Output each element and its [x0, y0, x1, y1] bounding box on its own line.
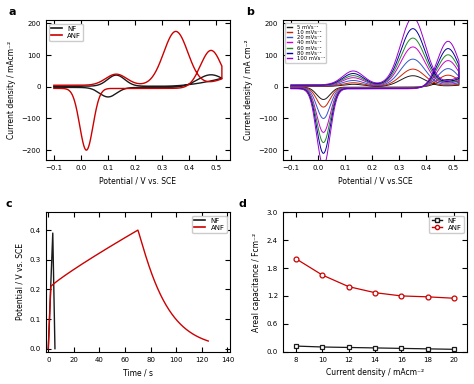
Legend: NF, ANF: NF, ANF — [429, 216, 464, 233]
X-axis label: Time / s: Time / s — [123, 368, 153, 377]
Y-axis label: Potential / V vs. SCE: Potential / V vs. SCE — [15, 243, 24, 321]
Y-axis label: Areal capacitance / Fcm⁻²: Areal capacitance / Fcm⁻² — [252, 232, 261, 331]
Text: d: d — [238, 199, 246, 209]
X-axis label: Potential / V vs. SCE: Potential / V vs. SCE — [100, 176, 176, 185]
Legend: NF, ANF: NF, ANF — [192, 216, 227, 233]
Y-axis label: Current density / mAcm⁻²: Current density / mAcm⁻² — [7, 41, 16, 139]
Legend: NF, ANF: NF, ANF — [49, 24, 83, 41]
X-axis label: Potential / V vs.SCE: Potential / V vs.SCE — [337, 176, 412, 185]
Legend: 5 mVs⁻¹, 10 mVs⁻¹, 20 mVs⁻¹, 40 mVs⁻¹, 60 mVs⁻¹, 80 mVs⁻¹, 100 mVs⁻¹: 5 mVs⁻¹, 10 mVs⁻¹, 20 mVs⁻¹, 40 mVs⁻¹, 6… — [285, 23, 326, 63]
Text: a: a — [9, 7, 17, 17]
Y-axis label: Current density / mA cm⁻²: Current density / mA cm⁻² — [244, 40, 253, 140]
Text: b: b — [246, 7, 254, 17]
X-axis label: Current density / mAcm⁻²: Current density / mAcm⁻² — [326, 368, 424, 377]
Text: c: c — [5, 199, 12, 209]
